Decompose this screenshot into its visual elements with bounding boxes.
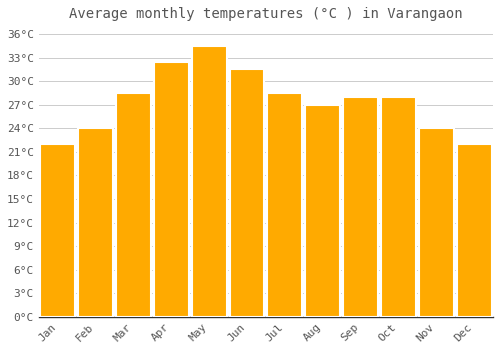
Bar — [268, 93, 302, 317]
Bar — [116, 93, 151, 317]
Bar — [343, 97, 378, 317]
Bar — [40, 144, 75, 317]
Bar — [419, 128, 454, 317]
Bar — [456, 144, 492, 317]
Bar — [192, 46, 226, 317]
Bar — [230, 69, 264, 317]
Title: Average monthly temperatures (°C ) in Varangaon: Average monthly temperatures (°C ) in Va… — [69, 7, 462, 21]
Bar — [381, 97, 416, 317]
Bar — [78, 128, 113, 317]
Bar — [306, 105, 340, 317]
Bar — [154, 62, 188, 317]
